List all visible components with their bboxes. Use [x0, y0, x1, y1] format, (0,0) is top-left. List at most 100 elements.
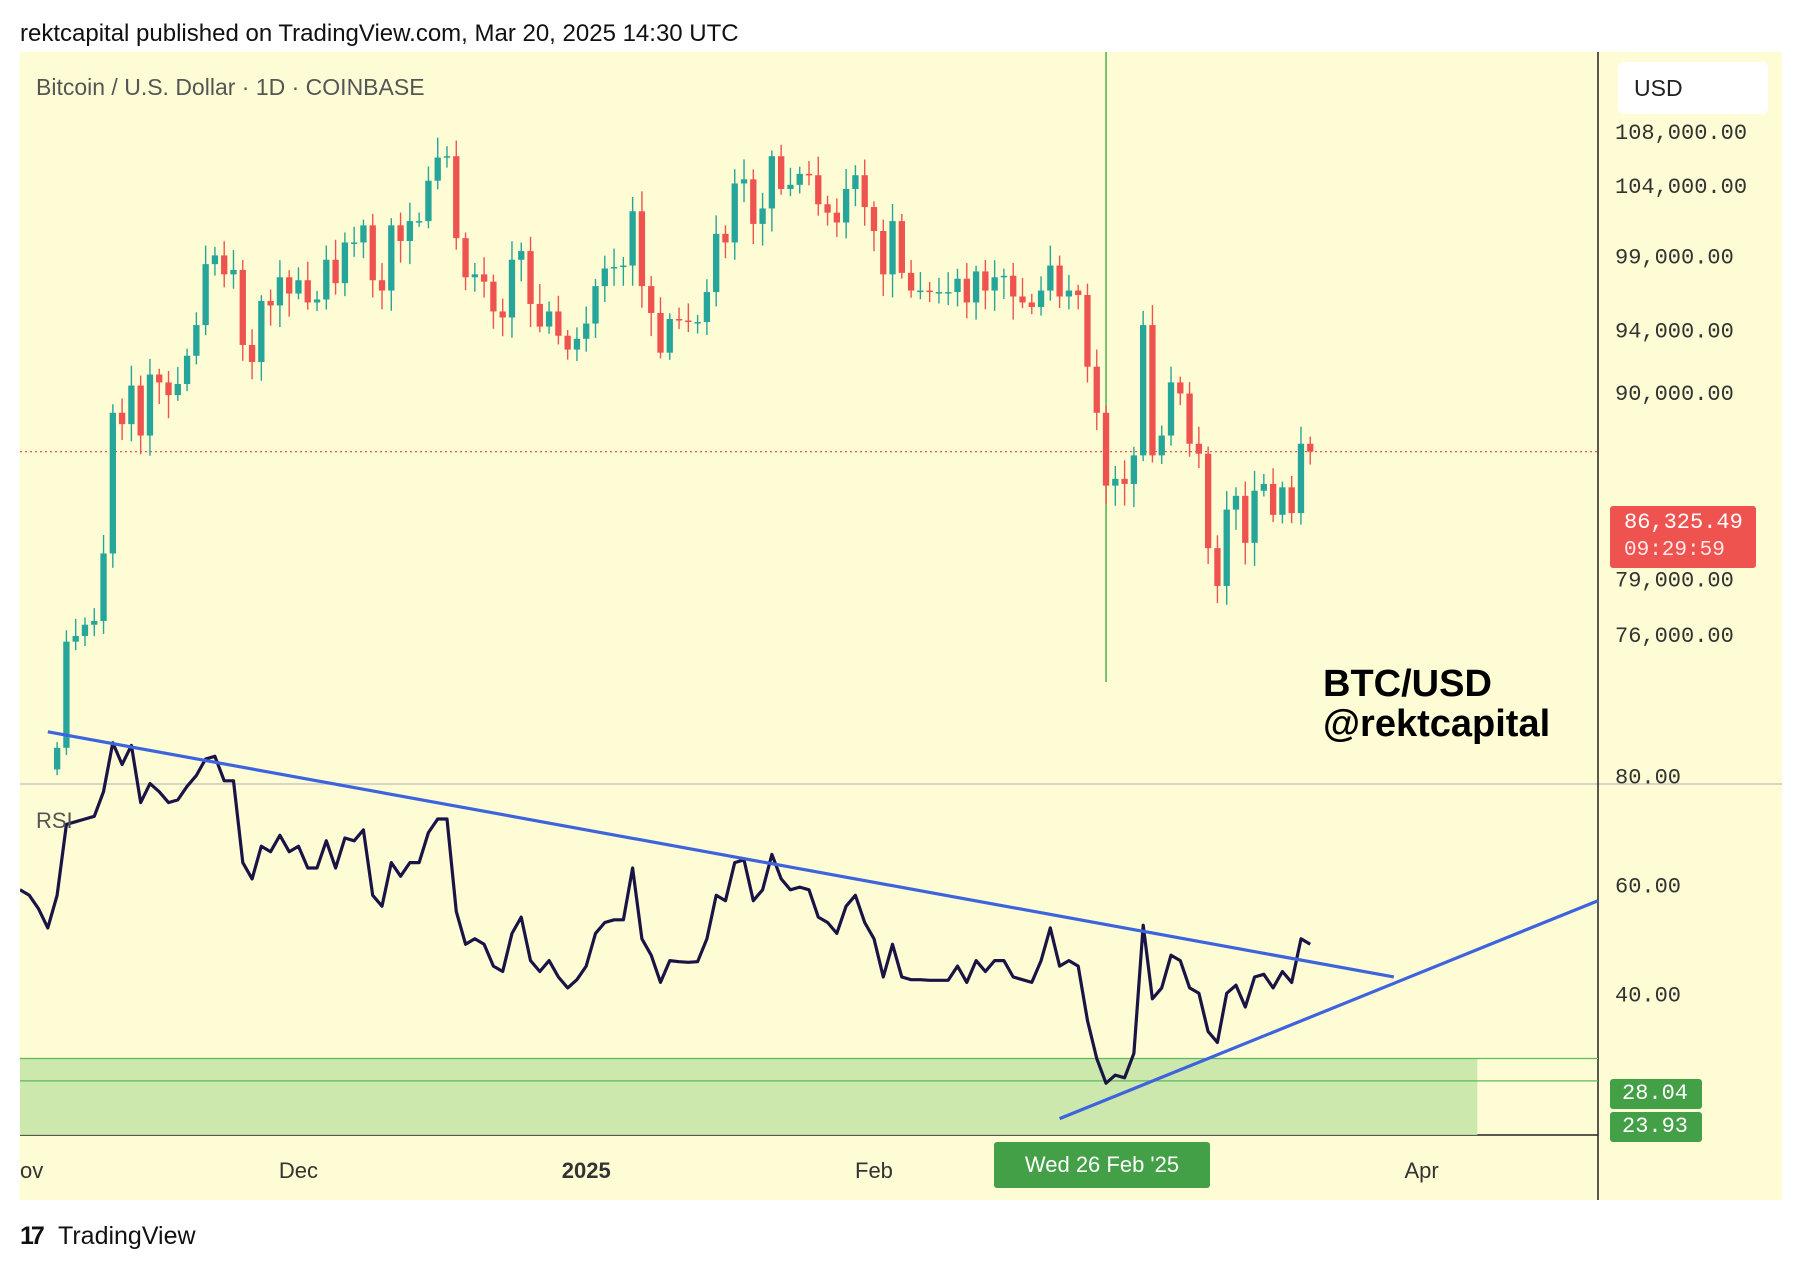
- candle: [573, 327, 581, 362]
- candle: [1214, 535, 1221, 604]
- candle-body: [462, 238, 469, 278]
- candle: [1269, 468, 1277, 522]
- candle-body: [824, 204, 831, 213]
- candle-body: [1204, 453, 1212, 549]
- candle: [583, 306, 590, 352]
- time-tick-label: Dec: [279, 1158, 318, 1183]
- candle: [360, 219, 367, 259]
- candle-body: [657, 312, 664, 353]
- candle: [1019, 277, 1026, 309]
- price-tick-label: 104,000.00: [1615, 175, 1747, 200]
- tradingview-footer[interactable]: 17 TradingView: [20, 1222, 196, 1251]
- chart-title: Bitcoin / U.S. Dollar · 1D · COINBASE: [36, 74, 425, 100]
- candle: [963, 263, 970, 319]
- candle-body: [963, 278, 970, 303]
- candle: [564, 330, 571, 360]
- time-tick-label: ov: [20, 1158, 43, 1183]
- candle: [1093, 349, 1100, 431]
- candle-body: [666, 319, 673, 353]
- candle-body: [1269, 483, 1277, 515]
- candle: [815, 156, 822, 216]
- candle-body: [629, 211, 636, 266]
- candle-body: [1297, 443, 1305, 514]
- candle: [174, 366, 181, 401]
- candle: [165, 370, 172, 419]
- candle: [694, 314, 701, 334]
- price-tick-label: 99,000.00: [1615, 245, 1734, 270]
- candle-body: [1158, 435, 1165, 456]
- candle: [722, 225, 729, 259]
- candle-body: [193, 325, 200, 356]
- candle-body: [740, 179, 748, 184]
- candle: [750, 169, 757, 245]
- candle: [768, 150, 776, 232]
- watermark-line-2: @rektcapital: [1323, 703, 1551, 745]
- rsi-tick-label: 40.00: [1615, 983, 1681, 1008]
- tradingview-logo-icon: 17: [20, 1222, 45, 1250]
- candle: [675, 307, 683, 330]
- candle: [295, 267, 302, 300]
- candle-body: [527, 251, 534, 304]
- candle: [1047, 245, 1054, 301]
- candle-body: [406, 221, 414, 242]
- candle-body: [146, 374, 154, 436]
- candle-body: [1112, 478, 1119, 486]
- candle: [1260, 473, 1267, 497]
- candle: [1158, 425, 1165, 464]
- candle: [1279, 481, 1286, 524]
- crosshair-date-badge: Wed 26 Feb '25: [994, 1142, 1210, 1188]
- candle-body: [926, 290, 933, 293]
- candle-body: [369, 225, 376, 281]
- candle: [1307, 436, 1314, 465]
- candle-body: [935, 292, 943, 294]
- candle: [211, 246, 219, 276]
- candle-body: [1130, 455, 1138, 484]
- last-price-value: 86,325.49: [1624, 510, 1743, 535]
- candle: [805, 161, 813, 186]
- candle: [777, 144, 785, 195]
- candle-body: [518, 251, 525, 260]
- candle-body: [1140, 325, 1147, 456]
- candle-body: [221, 255, 228, 275]
- candle: [202, 245, 209, 336]
- candle: [731, 169, 738, 260]
- candle: [592, 278, 599, 338]
- candle-body: [991, 277, 998, 291]
- candle: [935, 277, 943, 304]
- candle: [351, 226, 358, 257]
- candle-body: [388, 225, 395, 291]
- candle: [258, 295, 265, 381]
- candle-body: [982, 271, 989, 291]
- zone-lower-badge: 23.93: [1610, 1112, 1702, 1142]
- candle-body: [341, 242, 349, 284]
- candle-body: [1167, 382, 1175, 436]
- candle-body: [118, 412, 126, 425]
- candle: [685, 303, 692, 333]
- time-tick-label: 2025: [562, 1158, 611, 1183]
- candle: [286, 270, 293, 317]
- candle-body: [555, 311, 562, 336]
- candle-body: [768, 156, 776, 209]
- chart-frame[interactable]: 108,000.00 104,000.00 99,000.00 94,000.00 90…: [20, 52, 1782, 1200]
- rsi-oversold-zone: [20, 1058, 1478, 1135]
- candle-body: [332, 259, 339, 284]
- candle: [555, 295, 562, 345]
- currency-button[interactable]: USD: [1618, 62, 1768, 114]
- candle: [666, 313, 673, 360]
- candle-body: [722, 233, 729, 243]
- candle-body: [648, 286, 655, 313]
- candle-body: [536, 303, 543, 327]
- price-tick-label: 79,000.00: [1615, 569, 1734, 594]
- candle: [880, 219, 887, 296]
- candle: [620, 257, 627, 286]
- candle-body: [211, 255, 219, 265]
- candle-body: [1019, 296, 1026, 303]
- candle: [926, 281, 933, 303]
- candle-body: [1195, 443, 1203, 454]
- price-tick-label: 76,000.00: [1615, 624, 1734, 649]
- candle: [759, 192, 766, 246]
- candle-body: [1279, 487, 1286, 515]
- candle-body: [583, 323, 590, 339]
- chart-canvas[interactable]: 108,000.00 104,000.00 99,000.00 94,000.00 90…: [20, 52, 1782, 1200]
- candle: [369, 213, 376, 298]
